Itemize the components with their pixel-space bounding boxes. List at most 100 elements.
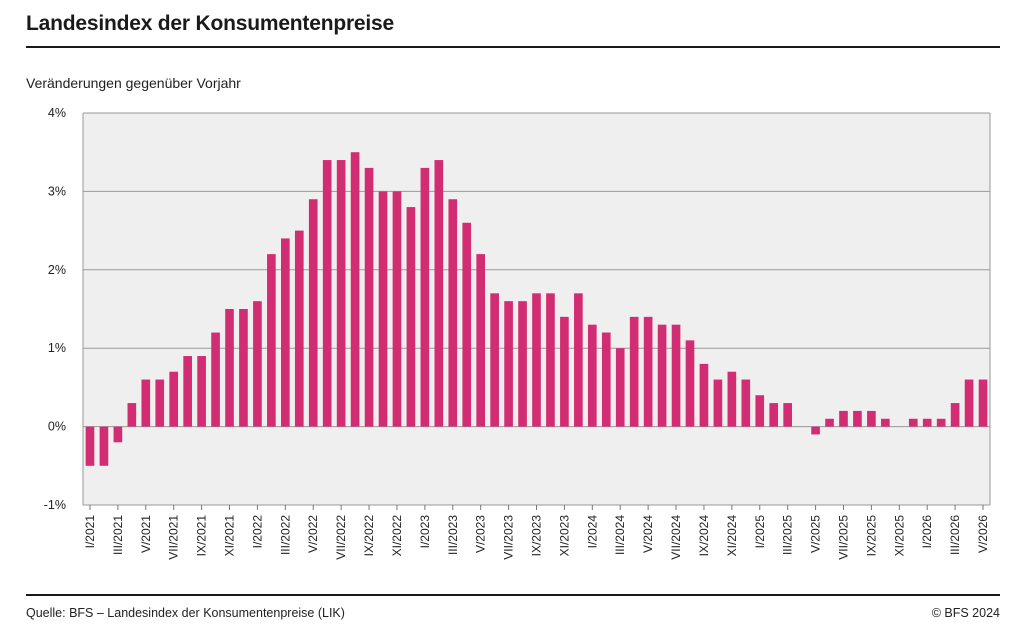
bar xyxy=(978,379,988,427)
bar xyxy=(657,324,667,427)
bar xyxy=(434,160,444,427)
bar xyxy=(853,410,862,427)
x-tick-label: III/2022 xyxy=(278,515,292,555)
bar xyxy=(867,410,876,427)
bar xyxy=(281,238,290,427)
bar xyxy=(406,207,416,427)
bar xyxy=(741,379,751,427)
x-tick-label: XI/2024 xyxy=(725,515,739,557)
bar xyxy=(448,199,458,427)
bar xyxy=(629,316,639,427)
bar xyxy=(574,293,583,427)
bar xyxy=(99,426,109,466)
x-tick-label: VII/2022 xyxy=(334,515,348,560)
bar xyxy=(239,309,248,427)
x-tick-label: IX/2023 xyxy=(530,515,544,557)
bar xyxy=(783,403,792,427)
bar xyxy=(727,371,737,427)
title-divider xyxy=(26,46,1000,48)
x-tick-label: XI/2025 xyxy=(892,515,906,557)
bar xyxy=(476,254,486,427)
bar xyxy=(364,167,374,427)
chart-title: Landesindex der Konsumentenpreise xyxy=(26,12,394,35)
bar xyxy=(378,191,388,427)
bar xyxy=(825,418,834,427)
y-tick-label: 0% xyxy=(48,420,66,434)
bar xyxy=(169,371,179,427)
x-tick-label: V/2025 xyxy=(809,515,823,553)
footer-divider xyxy=(26,594,1000,596)
x-tick-label: IX/2021 xyxy=(195,515,209,557)
x-tick-label: XI/2021 xyxy=(223,515,237,557)
bar xyxy=(504,301,513,427)
bar xyxy=(392,191,402,427)
bar xyxy=(308,199,318,427)
bar xyxy=(183,356,192,427)
x-tick-label: III/2023 xyxy=(446,515,460,555)
bar xyxy=(350,152,360,427)
bar xyxy=(267,254,276,427)
bar xyxy=(85,426,95,466)
source-note: Quelle: BFS – Landesindex der Konsumente… xyxy=(26,606,345,620)
x-tick-label: V/2022 xyxy=(306,515,320,553)
bar xyxy=(671,324,681,427)
bar xyxy=(587,324,597,427)
x-tick-label: I/2022 xyxy=(250,515,264,549)
bar xyxy=(755,395,765,427)
x-tick-label: VII/2021 xyxy=(167,515,181,560)
x-tick-label: V/2024 xyxy=(641,515,655,553)
bar xyxy=(908,418,918,427)
x-tick-label: I/2021 xyxy=(83,515,97,549)
y-tick-label: 4% xyxy=(48,106,66,120)
x-tick-label: VII/2025 xyxy=(836,515,850,560)
x-tick-label: I/2025 xyxy=(753,515,767,549)
bar xyxy=(811,426,820,435)
x-tick-label: V/2026 xyxy=(976,515,990,553)
bar xyxy=(964,379,974,427)
bar xyxy=(936,418,946,427)
bar-series xyxy=(85,152,988,466)
x-tick-label: V/2021 xyxy=(139,515,153,553)
bar xyxy=(127,403,137,427)
bar xyxy=(532,293,541,427)
bar xyxy=(685,340,695,427)
chart-subtitle: Veränderungen gegenüber Vorjahr xyxy=(26,75,241,91)
y-tick-label: 1% xyxy=(48,341,66,355)
bar-chart: -1% 0% 1% 2% 3% 4% I/2021 III/2021 V/2021 VII/20… xyxy=(44,106,991,560)
bar xyxy=(615,348,625,427)
bar xyxy=(225,309,234,427)
x-tick-label: XI/2023 xyxy=(557,515,571,557)
bar xyxy=(769,403,779,427)
bar xyxy=(560,316,569,427)
bar xyxy=(643,316,653,427)
bar xyxy=(518,301,527,427)
x-tick-label: XI/2022 xyxy=(390,515,404,557)
bar xyxy=(881,418,890,427)
bar xyxy=(462,222,472,427)
y-tick-label: 2% xyxy=(48,263,66,277)
bar xyxy=(839,410,848,427)
bar xyxy=(420,167,430,427)
bar xyxy=(322,160,332,427)
x-tick-label: III/2024 xyxy=(613,515,627,555)
bar xyxy=(113,426,123,443)
bar xyxy=(197,356,206,427)
copyright-note: © BFS 2024 xyxy=(931,606,1000,620)
bar xyxy=(713,379,723,427)
bar xyxy=(950,403,960,427)
x-tick-label: V/2023 xyxy=(474,515,488,553)
x-tick-label: III/2025 xyxy=(781,515,795,555)
grid-lines xyxy=(82,112,991,506)
x-tick-label: VII/2024 xyxy=(669,515,683,560)
bar xyxy=(699,363,709,427)
bar xyxy=(155,379,165,427)
x-tick-label: IX/2024 xyxy=(697,515,711,557)
bar xyxy=(141,379,151,427)
y-tick-label: -1% xyxy=(44,498,66,512)
y-axis: -1% 0% 1% 2% 3% 4% xyxy=(44,106,66,512)
bar xyxy=(294,230,304,427)
x-tick-label: VII/2023 xyxy=(502,515,516,560)
bar xyxy=(546,293,555,427)
bar xyxy=(253,301,262,427)
x-tick-label: IX/2022 xyxy=(362,515,376,557)
